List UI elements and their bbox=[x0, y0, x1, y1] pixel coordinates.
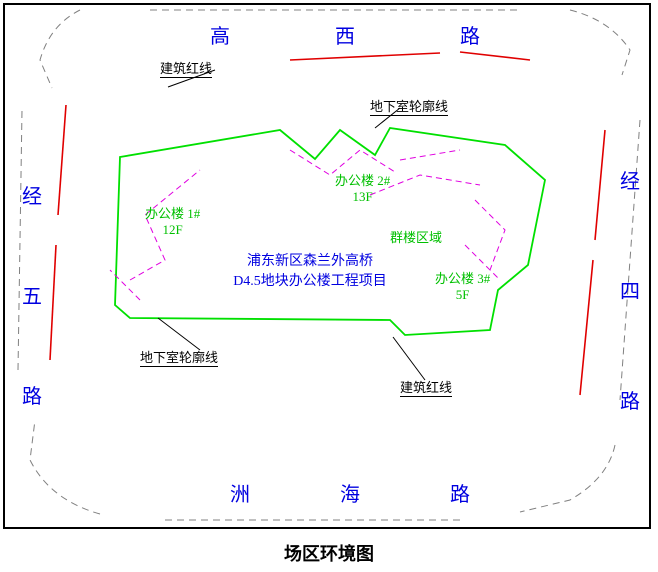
road-top-1: 高 bbox=[210, 20, 230, 49]
road-top-3: 路 bbox=[460, 20, 480, 49]
building-3: 办公楼 3# 5F bbox=[435, 268, 490, 303]
road-left-1: 经 bbox=[22, 180, 42, 209]
zone-label: 群楼区域 bbox=[390, 227, 442, 246]
road-bottom-2: 海 bbox=[340, 478, 360, 507]
building-3-name: 办公楼 3# bbox=[435, 268, 490, 287]
diagram-container: 场区环境图 高 西 路 经 五 路 经 四 路 洲 海 路 建筑红线 地下室轮廓… bbox=[0, 0, 658, 572]
ann-dxs-top: 地下室轮廓线 bbox=[370, 96, 448, 115]
project-text: 浦东新区森兰外高桥 D4.5地块办公楼工程项目 bbox=[210, 250, 410, 290]
figure-title: 场区环境图 bbox=[0, 540, 658, 566]
road-top-2: 西 bbox=[335, 20, 355, 49]
ann-jzhx-top: 建筑红线 bbox=[160, 58, 212, 77]
ann-jzhx-bottom: 建筑红线 bbox=[400, 377, 452, 396]
ann-dxs-bottom: 地下室轮廓线 bbox=[140, 347, 218, 366]
building-2-floors: 13F bbox=[335, 189, 390, 205]
road-right-3: 路 bbox=[620, 385, 640, 414]
building-2: 办公楼 2# 13F bbox=[335, 170, 390, 205]
road-bottom-1: 洲 bbox=[230, 478, 250, 507]
building-1-name: 办公楼 1# bbox=[145, 203, 200, 222]
road-right-2: 四 bbox=[620, 275, 640, 304]
road-right-1: 经 bbox=[620, 165, 640, 194]
road-left-2: 五 bbox=[22, 280, 42, 309]
building-1: 办公楼 1# 12F bbox=[145, 203, 200, 238]
building-3-floors: 5F bbox=[435, 287, 490, 303]
road-left-3: 路 bbox=[22, 380, 42, 409]
building-2-name: 办公楼 2# bbox=[335, 170, 390, 189]
road-bottom-3: 路 bbox=[450, 478, 470, 507]
project-line1: 浦东新区森兰外高桥 bbox=[210, 250, 410, 270]
building-1-floors: 12F bbox=[145, 222, 200, 238]
project-line2: D4.5地块办公楼工程项目 bbox=[210, 270, 410, 290]
